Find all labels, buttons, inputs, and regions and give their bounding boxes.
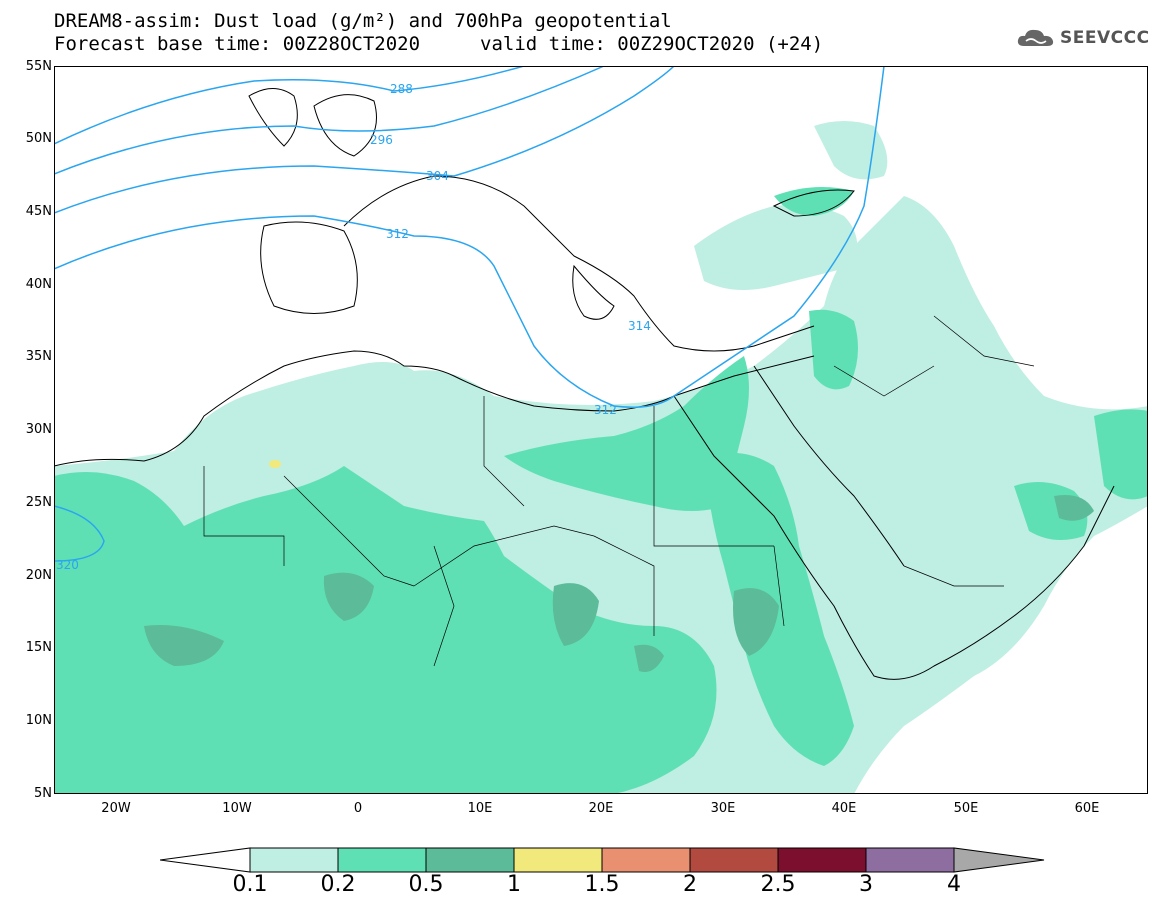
contour-label-320: 320 xyxy=(56,558,79,572)
contour-label-304: 304 xyxy=(426,169,449,183)
geopotential-contours xyxy=(54,66,885,562)
contour-label-288: 288 xyxy=(390,82,413,96)
dust-layer-dark xyxy=(144,495,1094,672)
lon-label: 20W xyxy=(101,801,131,816)
lon-label: 20E xyxy=(588,801,614,816)
borders xyxy=(203,315,1035,667)
lon-label: 10E xyxy=(467,801,493,816)
colorbar-label: 1.5 xyxy=(584,872,620,897)
contour-label-312b: 312 xyxy=(594,403,617,417)
seevccc-logo: SEEVCCC xyxy=(1016,26,1150,50)
valid-time: valid time: 00Z29OCT2020 (+24) xyxy=(480,33,824,55)
lat-label: 30N xyxy=(25,422,52,437)
colorbar-bin xyxy=(601,847,691,873)
colorbar-high-arrow xyxy=(953,847,1045,873)
colorbar-label: 0.5 xyxy=(408,872,444,897)
colorbar-label: 3 xyxy=(859,872,873,897)
lat-label: 20N xyxy=(25,568,52,583)
logo-text: SEEVCCC xyxy=(1060,28,1150,48)
colorbar-bin xyxy=(337,847,427,873)
lat-label: 55N xyxy=(25,59,52,74)
contour-label-312: 312 xyxy=(386,227,409,241)
lat-label: 35N xyxy=(25,349,52,364)
contour-label-296: 296 xyxy=(370,133,393,147)
lon-label: 0 xyxy=(353,801,363,816)
cloud-icon xyxy=(1017,29,1054,46)
map-title: DREAM8-assim: Dust load (g/m²) and 700hP… xyxy=(54,10,672,32)
lat-label: 45N xyxy=(25,204,52,219)
lon-label: 60E xyxy=(1074,801,1100,816)
lat-label: 10N xyxy=(25,713,52,728)
map-frame xyxy=(54,66,1148,794)
lon-label: 10W xyxy=(222,801,252,816)
colorbar-bin xyxy=(689,847,779,873)
colorbar-low-arrow xyxy=(160,847,251,873)
lon-label: 30E xyxy=(710,801,736,816)
lat-label: 40N xyxy=(25,277,52,292)
colorbar-label: 2 xyxy=(683,872,697,897)
dust-layer-medium xyxy=(54,187,1148,794)
colorbar-bin xyxy=(249,847,339,873)
colorbar-label: 0.2 xyxy=(320,872,356,897)
colorbar-label: 0.1 xyxy=(232,872,268,897)
coastlines xyxy=(54,88,1115,680)
lon-label: 50E xyxy=(953,801,979,816)
lat-label: 50N xyxy=(25,131,52,146)
dust-map: 288 296 304 312 314 312 320 xyxy=(54,66,1148,794)
colorbar-bin xyxy=(425,847,515,873)
contour-labels: 288 296 304 312 314 312 320 xyxy=(56,82,651,572)
lat-label: 25N xyxy=(25,495,52,510)
colorbar-bin xyxy=(777,847,867,873)
contour-label-314: 314 xyxy=(628,319,651,333)
lat-label: 5N xyxy=(34,786,52,801)
forecast-base-time: Forecast base time: 00Z28OCT2020 xyxy=(54,33,421,55)
colorbar xyxy=(160,847,1045,873)
lon-label: 40E xyxy=(831,801,857,816)
colorbar-label: 2.5 xyxy=(760,872,796,897)
colorbar-label: 4 xyxy=(947,872,961,897)
lat-label: 15N xyxy=(25,640,52,655)
colorbar-label: 1 xyxy=(507,872,521,897)
colorbar-bin xyxy=(865,847,955,873)
dust-maximum xyxy=(269,460,281,468)
colorbar-bin xyxy=(513,847,603,873)
